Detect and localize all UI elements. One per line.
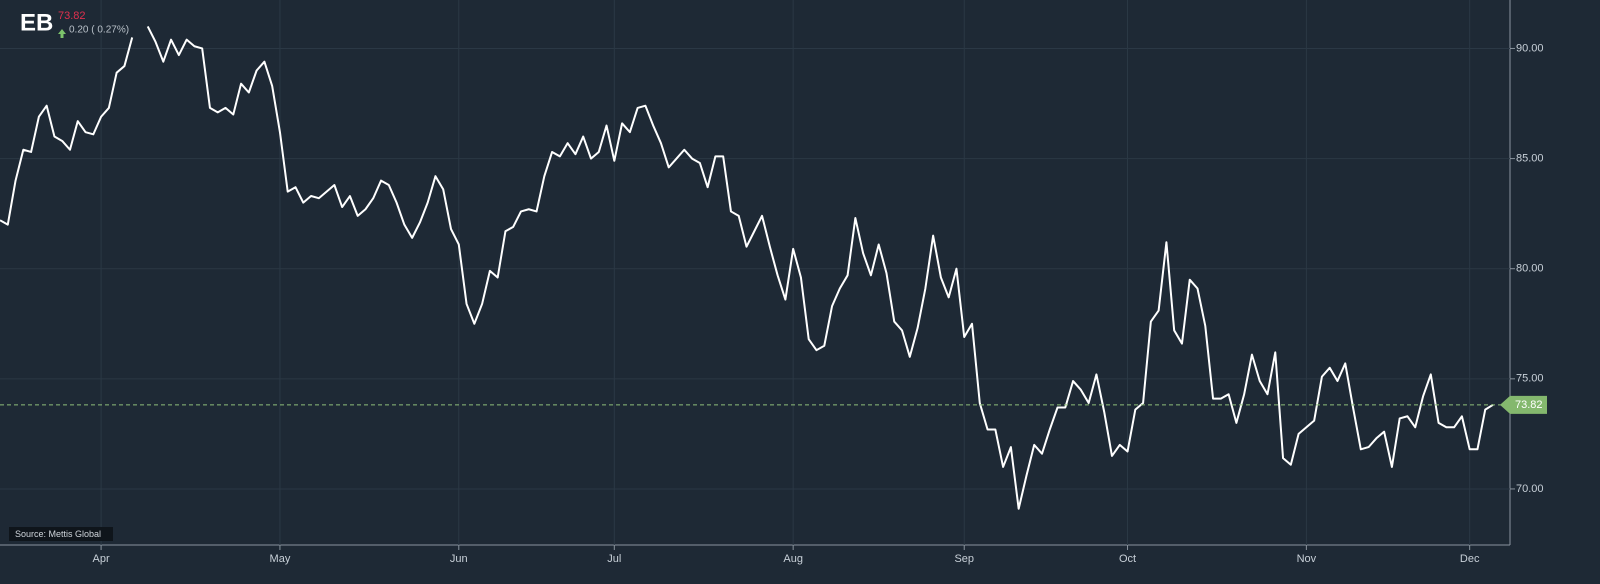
last-price-tag	[1500, 395, 1547, 414]
price-line	[0, 25, 1494, 510]
x-tick-label: Jun	[450, 553, 468, 565]
x-tick-label: May	[270, 553, 291, 565]
y-tick-label: 70.00	[1516, 483, 1544, 495]
x-tick-label: Sep	[954, 553, 974, 565]
y-tick-label: 90.00	[1516, 42, 1544, 54]
plot-area	[0, 0, 1510, 545]
x-tick-label: Oct	[1119, 553, 1136, 565]
y-tick-label: 85.00	[1516, 152, 1544, 164]
source-box	[9, 527, 113, 541]
x-tick-label: Jul	[607, 553, 621, 565]
header-price: 73.82	[58, 10, 86, 22]
y-tick-label: 80.00	[1516, 263, 1544, 275]
x-tick-label: Dec	[1460, 553, 1480, 565]
y-tick-label: 75.00	[1516, 373, 1544, 385]
x-tick-label: Apr	[93, 553, 110, 565]
source-text: Source: Mettis Global	[15, 529, 101, 539]
up-arrow-icon	[58, 29, 66, 38]
last-price-label: 73.82	[1515, 399, 1543, 411]
header-change: 0.20 ( 0.27%)	[69, 25, 129, 36]
x-tick-label: Aug	[783, 553, 803, 565]
symbol: EB	[20, 9, 53, 36]
x-tick-label: Nov	[1297, 553, 1317, 565]
